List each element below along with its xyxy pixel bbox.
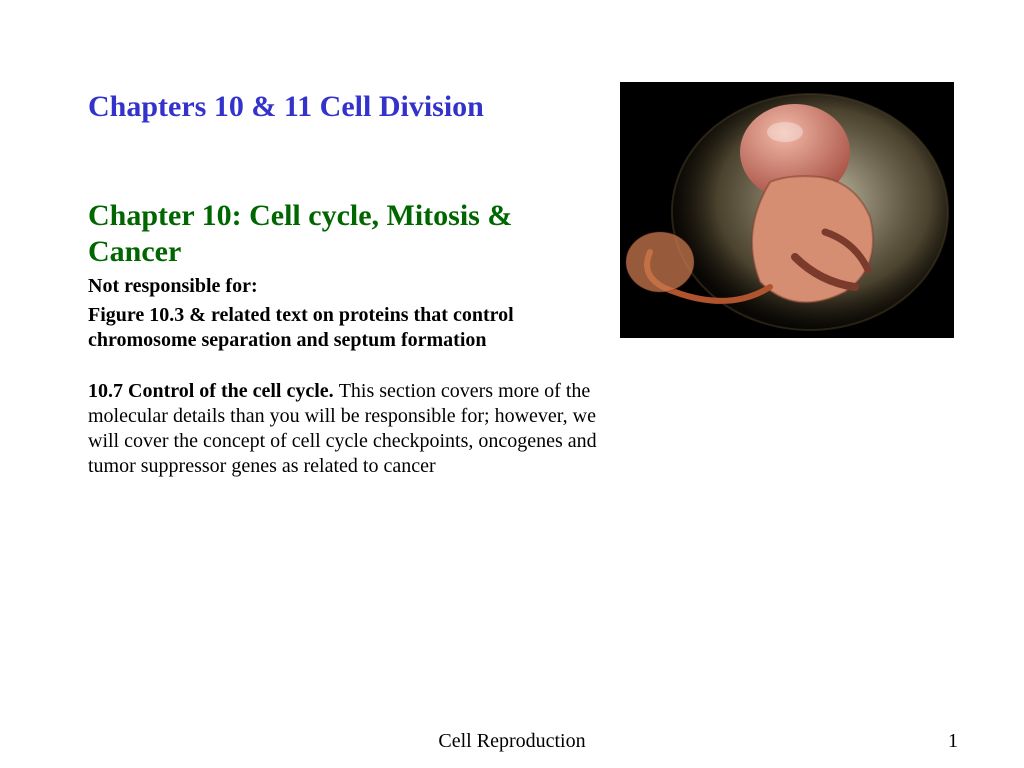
page-number: 1	[948, 730, 958, 753]
chapter-subtitle: Chapter 10: Cell cycle, Mitosis & Cancer	[88, 198, 598, 270]
embryo-figure	[620, 82, 954, 338]
footer-title: Cell Reproduction	[438, 730, 585, 753]
section-paragraph: 10.7 Control of the cell cycle. This sec…	[88, 379, 598, 479]
text-column: Chapters 10 & 11 Cell Division Chapter 1…	[88, 88, 598, 479]
embryo-illustration-icon	[620, 82, 954, 338]
main-title: Chapters 10 & 11 Cell Division	[88, 88, 598, 126]
slide: Chapters 10 & 11 Cell Division Chapter 1…	[0, 0, 1024, 768]
section-lead: 10.7 Control of the cell cycle.	[88, 380, 339, 402]
note-heading: Not responsible for:	[88, 274, 598, 299]
note-body: Figure 10.3 & related text on proteins t…	[88, 303, 598, 353]
